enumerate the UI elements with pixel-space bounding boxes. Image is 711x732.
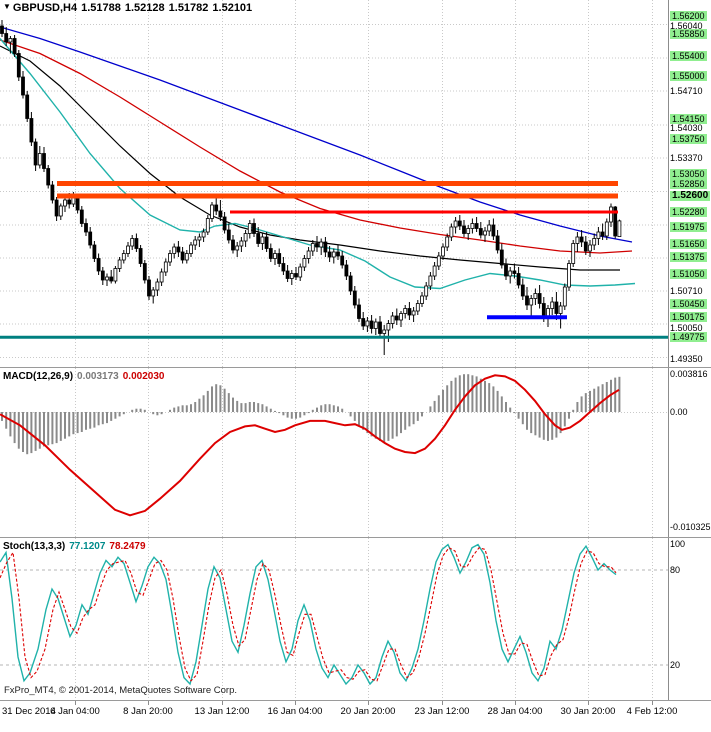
macd-axis-label: -0.010325: [670, 521, 711, 532]
stoch-main-line: [0, 543, 617, 686]
macd-label: MACD(12,26,9) 0.003173 0.002030: [3, 371, 168, 382]
price-panel[interactable]: ▼ GBPUSD,H4 1.51788 1.52128 1.51782 1.52101 1…: [0, 0, 711, 367]
ohlc-close: 1.52101: [212, 2, 253, 14]
horizontal-levels[interactable]: [0, 181, 668, 339]
stoch-signal-value: 78.2479: [109, 541, 146, 552]
price-axis-label: 1.49350: [670, 353, 703, 364]
stoch-signal-line: [0, 547, 617, 682]
macd-axis-label: 0.003816: [670, 369, 708, 379]
time-axis-label: 8 Jan 20:00: [123, 706, 173, 717]
time-axis-label: 28 Jan 04:00: [487, 706, 543, 717]
price-axis-label: 1.53370: [670, 152, 703, 163]
macd-main-value: 0.003173: [77, 371, 119, 382]
stoch-label: Stoch(13,3,3) 77.1207 78.2479: [3, 541, 150, 552]
price-chart-canvas: [0, 0, 669, 367]
ma-blue: [0, 26, 633, 243]
stoch-main-value: 77.1207: [69, 541, 106, 552]
price-axis-label: 1.56200: [670, 11, 707, 21]
price-axis-label: 1.52600: [670, 190, 711, 201]
ohlc-low: 1.51782: [168, 2, 209, 14]
time-axis-label: 6 Jan 04:00: [50, 706, 100, 717]
price-axis-label: 1.50710: [670, 285, 703, 296]
panel-separator[interactable]: [0, 700, 711, 701]
price-axis-label: 1.54710: [670, 85, 703, 96]
price-axis-label: 1.54030: [670, 122, 703, 133]
ohlc-open: 1.51788: [81, 2, 121, 14]
price-axis-label: 1.55000: [670, 71, 707, 81]
time-axis-label: 30 Jan 20:00: [560, 706, 616, 717]
stoch-panel[interactable]: Stoch(13,3,3) 77.1207 78.2479 FxPro_MT4, ©…: [0, 538, 711, 701]
price-axis-label: 1.55850: [670, 28, 707, 39]
price-axis-label: 1.50175: [670, 312, 707, 323]
price-axis-label: 1.50050: [670, 322, 703, 333]
ohlc-high: 1.52128: [124, 2, 165, 14]
stoch-name: Stoch(13,3,3): [3, 541, 66, 552]
macd-signal-line: [0, 374, 620, 517]
time-axis-label: 16 Jan 04:00: [267, 706, 323, 717]
price-axis-label: 1.49775: [670, 332, 707, 343]
stoch-axis-label: 20: [670, 659, 681, 670]
ma-red: [0, 39, 633, 254]
price-axis-label: 1.55400: [670, 51, 707, 61]
price-axis-label: 1.54150: [670, 113, 707, 124]
stoch-axis-label: 80: [670, 564, 681, 575]
time-axis[interactable]: 31 Dec 2014 6 Jan 04:00 8 Jan 20:00 13 Jan …: [0, 701, 711, 732]
macd-histogram: [1, 374, 621, 455]
price-axis-label: 1.56040: [670, 21, 703, 31]
price-axis-label: 1.50450: [670, 298, 707, 309]
panel-separator[interactable]: [0, 537, 711, 538]
price-axis-label: 1.51650: [670, 238, 707, 249]
macd-canvas: [0, 368, 669, 537]
price-axis-label: 1.53050: [670, 168, 707, 179]
price-axis-label: 1.52850: [670, 178, 707, 189]
copyright-text: FxPro_MT4, © 2001-2014, MetaQuotes Softw…: [4, 685, 237, 696]
price-axis-label: 1.53750: [670, 133, 707, 144]
time-axis-label: 4 Feb 12:00: [626, 706, 678, 717]
dropdown-triangle-icon[interactable]: ▼: [3, 2, 11, 11]
macd-axis-label: 0.00: [670, 407, 688, 417]
price-axis-label: 1.51375: [670, 252, 707, 263]
price-axis-label: 1.51050: [670, 268, 707, 279]
macd-panel[interactable]: MACD(12,26,9) 0.003173 0.002030 0.003816 0.…: [0, 368, 711, 537]
candles: [0, 20, 622, 355]
time-axis-canvas: [75, 701, 653, 705]
time-axis-label: 31 Dec 2014: [2, 706, 56, 717]
time-axis-label: 23 Jan 12:00: [414, 706, 470, 717]
macd-name: MACD(12,26,9): [3, 371, 74, 382]
chart-title: ▼ GBPUSD,H4 1.51788 1.52128 1.51782 1.52101: [3, 2, 256, 14]
price-axis-label: 1.51975: [670, 222, 707, 233]
time-axis-label: 20 Jan 20:00: [340, 706, 396, 717]
stoch-axis-label: 100: [670, 539, 686, 549]
price-axis-label: 1.52280: [670, 207, 707, 217]
stoch-canvas: [0, 538, 669, 701]
panel-separator[interactable]: [0, 367, 711, 368]
symbol-period: GBPUSD,H4: [12, 2, 78, 14]
macd-signal-value: 0.002030: [122, 371, 165, 382]
time-axis-label: 13 Jan 12:00: [194, 706, 250, 717]
